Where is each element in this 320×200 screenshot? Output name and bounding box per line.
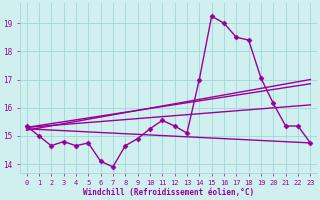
X-axis label: Windchill (Refroidissement éolien,°C): Windchill (Refroidissement éolien,°C) — [83, 188, 254, 197]
